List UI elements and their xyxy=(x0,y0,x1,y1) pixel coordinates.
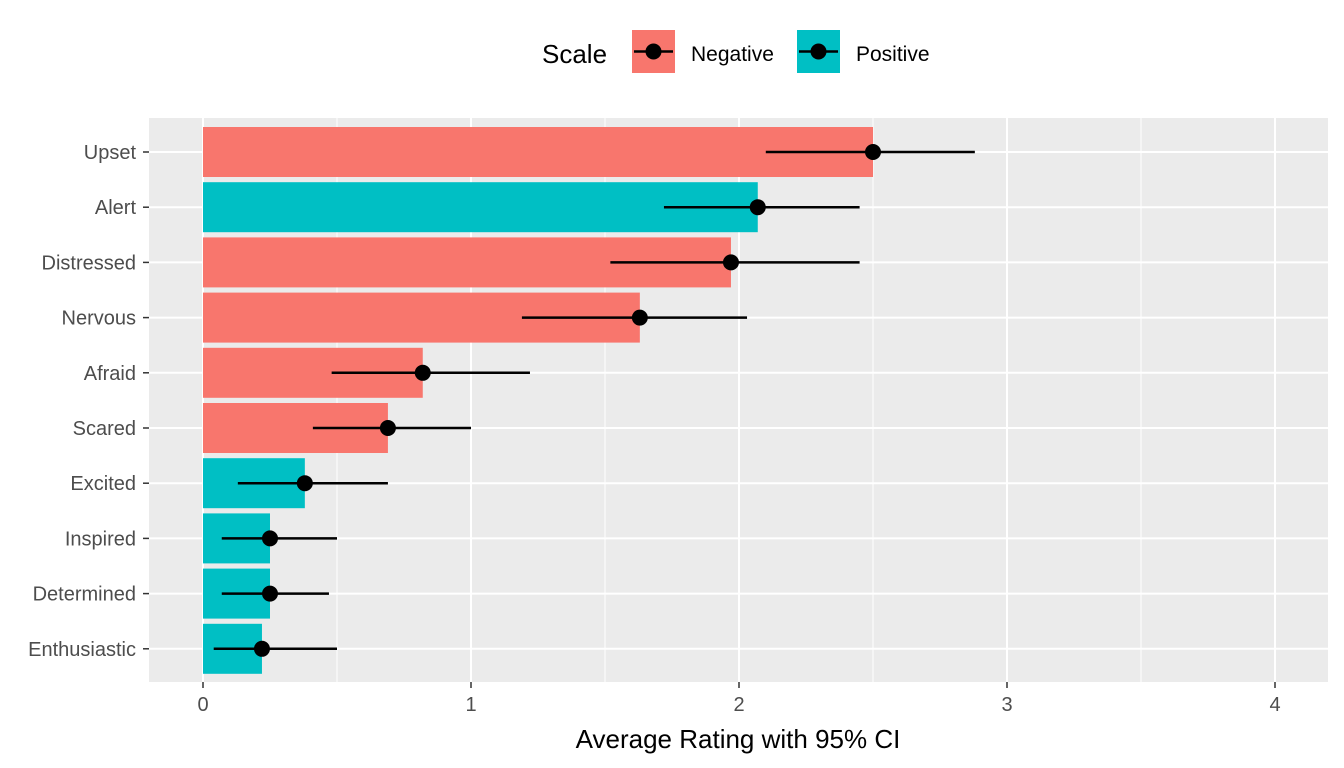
y-tick-label: Alert xyxy=(95,197,137,219)
point-scared xyxy=(379,420,396,436)
point-determined xyxy=(262,585,278,602)
point-afraid xyxy=(414,364,431,381)
y-tick-label: Determined xyxy=(33,584,136,606)
y-axis: Upset Alert Distressed Nervous Afraid Scared E… xyxy=(28,142,149,661)
x-tick-label: 0 xyxy=(197,694,208,716)
y-tick-label: Inspired xyxy=(65,528,136,550)
y-tick-label: Afraid xyxy=(84,363,136,385)
x-tick-label: 2 xyxy=(733,694,744,716)
x-tick-label: 4 xyxy=(1269,694,1280,716)
y-tick-label: Upset xyxy=(84,142,137,164)
legend-title: Scale xyxy=(542,39,607,69)
x-axis: 0 1 2 3 4 xyxy=(197,682,1281,716)
legend-label-positive: Positive xyxy=(856,43,930,66)
point-nervous xyxy=(631,309,648,326)
y-tick-label: Scared xyxy=(73,418,136,440)
y-tick-label: Excited xyxy=(70,473,136,495)
point-distressed xyxy=(722,254,739,271)
x-axis-title: Average Rating with 95% CI xyxy=(576,724,901,754)
legend-key-point xyxy=(810,43,827,60)
point-excited xyxy=(296,475,313,492)
point-alert xyxy=(749,199,766,216)
y-tick-label: Distressed xyxy=(42,252,136,274)
point-inspired xyxy=(262,530,278,547)
x-tick-label: 3 xyxy=(1001,694,1012,716)
bar-upset xyxy=(203,127,873,177)
y-tick-label: Nervous xyxy=(62,308,136,330)
legend-label-negative: Negative xyxy=(691,43,774,66)
point-upset xyxy=(865,144,881,160)
y-tick-label: Enthusiastic xyxy=(28,639,136,661)
x-tick-label: 1 xyxy=(465,694,476,716)
legend: Scale Negative Positive xyxy=(542,30,930,73)
legend-key-point xyxy=(645,43,662,60)
points xyxy=(253,144,881,657)
point-enthusiastic xyxy=(253,640,270,657)
